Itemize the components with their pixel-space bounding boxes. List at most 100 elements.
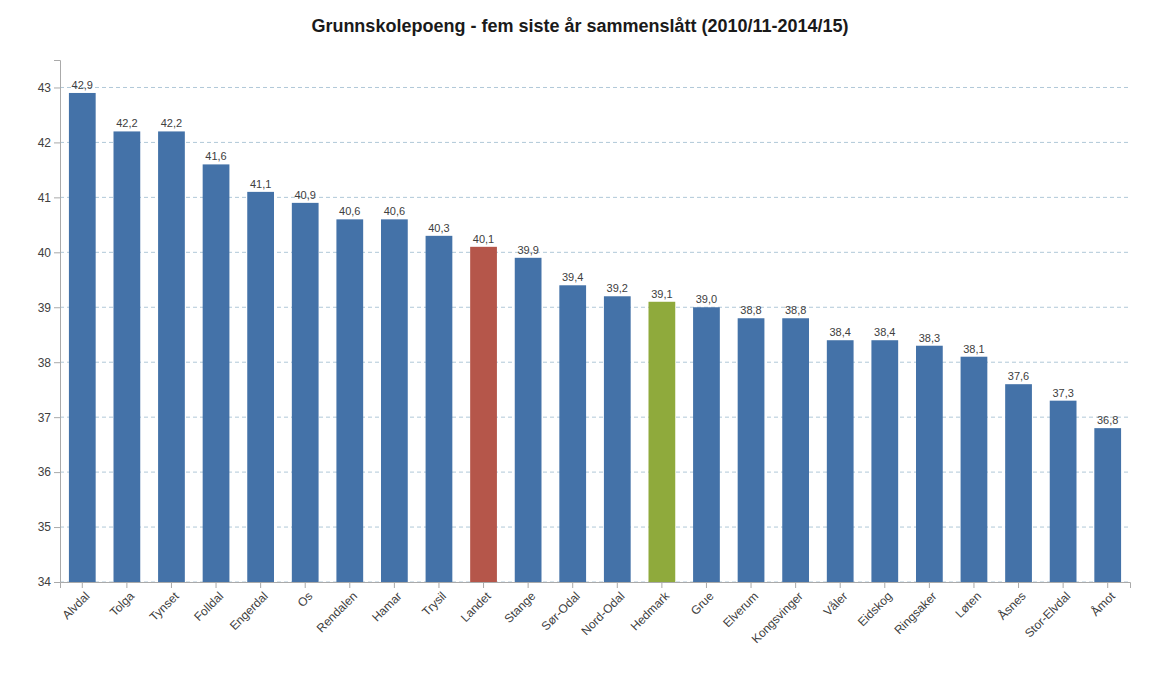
tick-mark bbox=[840, 582, 841, 588]
tick-mark bbox=[349, 582, 350, 588]
data-label: 40,6 bbox=[339, 205, 360, 217]
tick-label: Tolga bbox=[107, 589, 137, 619]
tick: Engerdal bbox=[227, 582, 271, 633]
tick: Hedmark bbox=[628, 582, 673, 633]
title: Grunnskolepoeng - fem siste år sammenslå… bbox=[311, 16, 848, 36]
tick-label: 35 bbox=[38, 520, 52, 534]
tick-mark bbox=[54, 362, 60, 363]
chart: Grunnskolepoeng - fem siste år sammenslå… bbox=[0, 0, 1160, 682]
data-label: 39,9 bbox=[517, 244, 538, 256]
bar bbox=[158, 131, 185, 582]
tick-label: 42 bbox=[38, 136, 52, 150]
tick-label: Stange bbox=[502, 589, 539, 626]
data-label: 42,2 bbox=[116, 117, 137, 129]
tick-label: 38 bbox=[38, 356, 52, 370]
tick: 41 bbox=[38, 191, 60, 205]
bar bbox=[69, 93, 96, 582]
tick: Trysil bbox=[419, 582, 449, 619]
tick: Rendalen bbox=[314, 582, 360, 635]
tick-mark bbox=[661, 582, 662, 588]
bar bbox=[827, 340, 854, 582]
tick: 35 bbox=[38, 520, 60, 534]
tick: Elverum bbox=[720, 582, 761, 630]
bar bbox=[559, 285, 586, 582]
bar bbox=[916, 346, 943, 582]
data-label: 39,2 bbox=[607, 282, 628, 294]
tick: 43 bbox=[38, 81, 60, 95]
bar bbox=[381, 219, 408, 582]
tick-mark bbox=[126, 582, 127, 588]
data-label: 40,9 bbox=[294, 189, 315, 201]
tick-label: Landet bbox=[458, 589, 494, 625]
bar bbox=[426, 236, 453, 582]
tick: Os bbox=[295, 582, 316, 610]
tick-label: 43 bbox=[38, 81, 52, 95]
bar bbox=[738, 318, 765, 582]
tick: 38 bbox=[38, 356, 60, 370]
tick-mark bbox=[54, 197, 60, 198]
tick: 39 bbox=[38, 301, 60, 315]
tick-label: Sør-Odal bbox=[539, 589, 583, 633]
data-label: 37,6 bbox=[1008, 370, 1029, 382]
tick-label: 40 bbox=[38, 246, 52, 260]
tick: 42 bbox=[38, 136, 60, 150]
data-label: 37,3 bbox=[1052, 387, 1073, 399]
tick: Landet bbox=[458, 582, 494, 625]
tick-mark bbox=[54, 527, 60, 528]
tick-label: 37 bbox=[38, 410, 52, 424]
tick-label: Rendalen bbox=[314, 589, 360, 635]
data-label: 40,3 bbox=[428, 222, 449, 234]
tick: Eidskog bbox=[855, 582, 895, 629]
bar bbox=[782, 318, 809, 582]
tick: Åsnes bbox=[995, 582, 1029, 623]
tick-label: Tynset bbox=[147, 589, 182, 624]
bar bbox=[1094, 428, 1121, 582]
axis-line bbox=[61, 583, 1131, 589]
tick-mark bbox=[572, 582, 573, 588]
tick: Kongsvinger bbox=[749, 582, 806, 646]
tick-mark bbox=[54, 582, 60, 583]
tick-label: Nord-Odal bbox=[578, 589, 627, 638]
tick-label: 36 bbox=[38, 465, 52, 479]
tick-mark bbox=[82, 582, 83, 588]
grid-line bbox=[60, 87, 1130, 88]
tick-label: Folldal bbox=[191, 589, 226, 624]
bar bbox=[649, 302, 676, 582]
plot: 34353637383940414243AlvdalTolgaTynsetFol… bbox=[38, 61, 1131, 682]
data-label: 38,8 bbox=[740, 304, 761, 316]
tick-mark bbox=[54, 142, 60, 143]
tick-mark bbox=[973, 582, 974, 588]
tick: 36 bbox=[38, 465, 60, 479]
tick-label: Engerdal bbox=[227, 589, 271, 633]
tick: Folldal bbox=[191, 582, 226, 624]
x-axis: Alvdal Tolga Tynset FolldalEngerdal OsRendal… bbox=[59, 582, 1130, 646]
tick: Sør-Odal bbox=[539, 582, 583, 633]
tick-label: Hedmark bbox=[628, 588, 673, 633]
tick: Grue bbox=[688, 582, 717, 618]
axis-line bbox=[54, 61, 61, 583]
grid-line bbox=[60, 142, 1130, 143]
bar bbox=[1050, 401, 1077, 582]
data-label: 38,4 bbox=[829, 326, 850, 338]
bar bbox=[1005, 384, 1032, 582]
data-label: 41,1 bbox=[250, 178, 271, 190]
tick: Løten bbox=[953, 582, 985, 621]
bar bbox=[247, 192, 274, 582]
bars bbox=[69, 93, 1121, 582]
bar bbox=[203, 164, 230, 582]
bar bbox=[604, 296, 631, 582]
tick-label: Grue bbox=[688, 589, 717, 618]
tick-label: Stor-Elvdal bbox=[1022, 589, 1073, 640]
tick-mark bbox=[1107, 582, 1108, 588]
tick: 40 bbox=[38, 246, 60, 260]
tick: Våler bbox=[821, 582, 851, 619]
tick-label: Alvdal bbox=[59, 589, 92, 622]
data-label: 39,4 bbox=[562, 271, 583, 283]
tick-label: Åsnes bbox=[995, 588, 1029, 622]
tick-mark bbox=[706, 582, 707, 588]
tick: Tolga bbox=[107, 582, 137, 619]
tick-mark bbox=[305, 582, 306, 588]
tick-mark bbox=[54, 252, 60, 253]
tick-mark bbox=[216, 582, 217, 588]
tick-label: Kongsvinger bbox=[749, 589, 806, 646]
